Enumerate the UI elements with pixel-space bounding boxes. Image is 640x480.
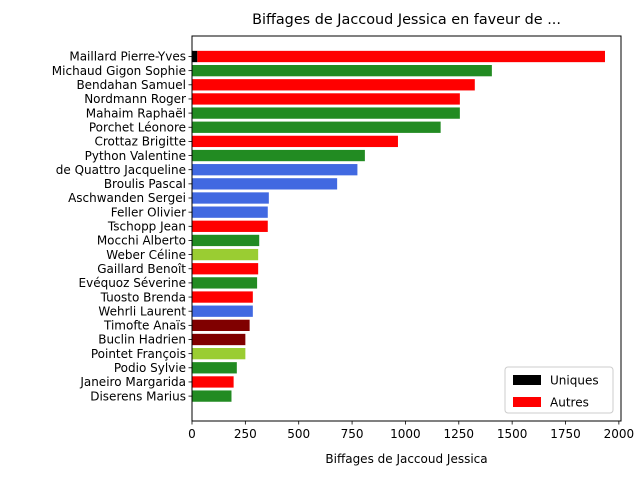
bars-group [192, 50, 605, 402]
bar-autres [192, 93, 460, 105]
x-axis: 0 250 500 750 1000 1250 1500 1750 2000 [188, 421, 634, 441]
bar-uniques [192, 50, 198, 63]
bar-autres [192, 135, 398, 148]
x-tick-label: 750 [341, 427, 364, 441]
x-tick-label: 1250 [444, 427, 475, 441]
chart-title: Biffages de Jaccoud Jessica en faveur de… [252, 12, 561, 28]
x-tick-label: 2000 [604, 427, 635, 441]
axes-frame [191, 35, 622, 422]
bar-autres [192, 220, 268, 232]
y-tick-label: Maillard Pierre-Yves [69, 50, 186, 64]
x-axis-label: Biffages de Jaccoud Jessica [325, 452, 487, 466]
bar-autres [192, 178, 338, 190]
bar-autres [192, 305, 253, 317]
bar-autres [192, 362, 237, 374]
y-tick-label: Wehrli Laurent [98, 304, 186, 318]
y-tick-label: Bendahan Samuel [76, 78, 186, 92]
y-tick-label: Tuosto Brenda [100, 290, 186, 304]
bar-autres [192, 149, 365, 162]
y-tick-label: Python Valentine [85, 149, 186, 163]
y-tick-label: Diserens Marius [90, 389, 186, 403]
y-tick-label: Mahaim Raphaël [86, 106, 186, 120]
bar-autres [192, 263, 259, 275]
y-tick-label: Nordmann Roger [84, 92, 186, 106]
y-tick-label: Evéquoz Séverine [79, 276, 186, 290]
y-tick-label: Tschopp Jean [107, 220, 186, 234]
y-tick-label: Feller Olivier [111, 205, 186, 219]
y-tick-label: Timofte Anaïs [103, 319, 186, 333]
bar-autres [192, 79, 475, 91]
bar-autres [192, 319, 250, 331]
y-tick-label: Buclin Hadrien [98, 333, 186, 347]
x-tick-label: 1500 [497, 427, 528, 441]
bar-autres [192, 248, 259, 261]
bar-autres [192, 277, 258, 289]
legend-swatch [513, 375, 541, 385]
bar-autres [192, 164, 358, 176]
legend-swatch [513, 397, 541, 407]
legend-label: Uniques [550, 374, 599, 388]
y-tick-label: de Quattro Jacqueline [56, 163, 186, 177]
bar-autres [192, 107, 460, 119]
y-tick-label: Weber Céline [106, 248, 186, 262]
bar-autres [192, 291, 253, 303]
bar-autres [192, 390, 232, 402]
bar-autres [192, 376, 234, 388]
x-tick-label: 500 [287, 427, 310, 441]
y-tick-label: Michaud Gigon Sophie [52, 64, 186, 78]
bar-autres [192, 192, 269, 204]
bar-autres [192, 121, 441, 133]
x-tick-label: 1750 [550, 427, 581, 441]
bar-autres [197, 50, 605, 63]
y-tick-label: Porchet Léonore [89, 120, 186, 134]
bar-autres [192, 333, 246, 346]
y-tick-label: Crottaz Brigitte [94, 135, 186, 149]
legend: Uniques Autres [504, 366, 614, 414]
bar-autres [192, 206, 268, 218]
x-tick-label: 250 [234, 427, 257, 441]
x-tick-label: 0 [188, 427, 196, 441]
y-tick-label: Podio Sylvie [114, 361, 186, 375]
y-tick-label: Mocchi Alberto [97, 234, 186, 248]
x-tick-label: 1000 [390, 427, 421, 441]
bar-autres [192, 234, 260, 247]
bar-autres [192, 348, 246, 360]
bar-autres [192, 65, 492, 77]
y-tick-label: Janeiro Margarida [79, 375, 186, 389]
y-tick-label: Broulis Pascal [104, 177, 186, 191]
y-tick-label: Aschwanden Sergei [68, 191, 186, 205]
y-tick-label: Pointet François [91, 347, 186, 361]
y-tick-label: Gaillard Benoît [97, 262, 186, 276]
legend-label: Autres [550, 396, 589, 410]
